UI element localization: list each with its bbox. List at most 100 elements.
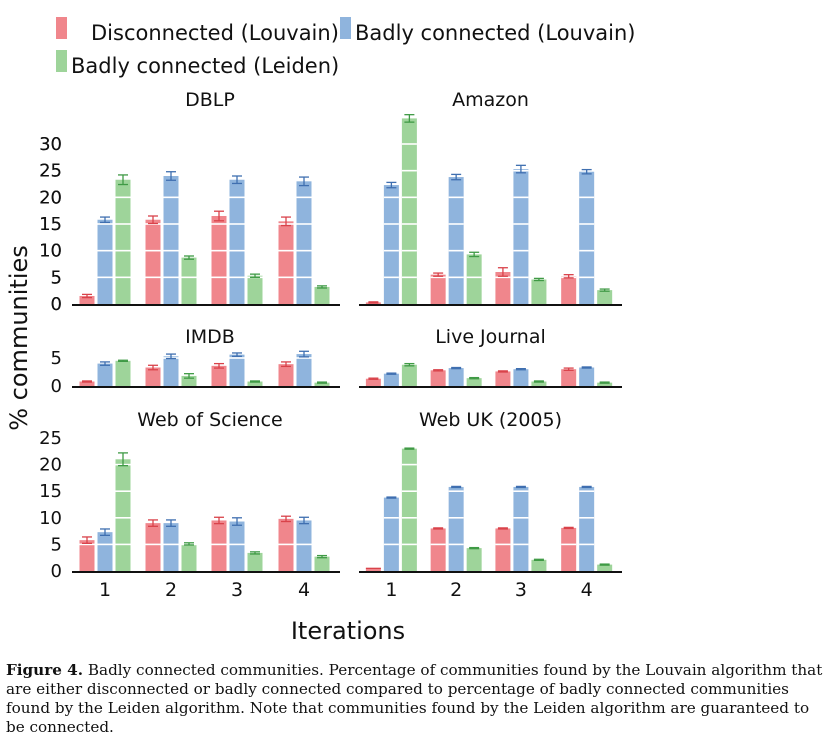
bar (145, 367, 161, 386)
x-tick-label: 1 (99, 579, 111, 601)
y-tick-label: 20 (39, 455, 62, 476)
bar (401, 448, 417, 571)
panel-web-of-science: Web of Science 0 5 10 15 20 25 1 2 3 4 (39, 409, 340, 601)
x-axis-label: Iterations (291, 617, 405, 645)
bar (79, 540, 95, 571)
y-tick-label: 15 (39, 214, 62, 235)
bar (579, 367, 595, 386)
bar (531, 559, 547, 571)
panel-title: DBLP (185, 89, 235, 111)
x-tick-label: 2 (165, 579, 177, 601)
panel-live-journal: Live Journal (359, 326, 622, 388)
bar (466, 548, 482, 571)
bar (145, 523, 161, 571)
y-tick-label: 30 (39, 134, 62, 155)
y-tick-label: 20 (39, 187, 62, 208)
panel-amazon: Amazon 0 5 10 15 20 25 30 (39, 89, 622, 315)
y-tick-label: 0 (51, 294, 62, 315)
bar (495, 272, 511, 304)
bar (401, 118, 417, 305)
y-tick-label: 5 (51, 267, 62, 288)
y-tick-label: 10 (39, 241, 62, 262)
bar (247, 552, 263, 571)
bar (365, 378, 381, 386)
figure-chart: Disconnected (Louvain) Badly connected (L… (5, 17, 636, 645)
legend-label: Disconnected (Louvain) (91, 21, 339, 45)
bar (531, 381, 547, 386)
bar (278, 221, 294, 304)
bar (229, 179, 245, 304)
legend-swatch (56, 50, 67, 72)
y-tick-label: 10 (39, 241, 62, 262)
bar (430, 274, 446, 304)
legend-swatch (56, 17, 67, 39)
bar (181, 257, 197, 304)
bar (97, 532, 113, 571)
panel-title: Amazon (452, 89, 529, 111)
bar (211, 520, 227, 571)
y-tick-label: 20 (39, 187, 62, 208)
bar (495, 371, 511, 386)
bar (579, 171, 595, 304)
bar (597, 382, 613, 386)
bar (145, 219, 161, 304)
bar (97, 219, 113, 304)
bar (211, 216, 227, 304)
bar (296, 354, 312, 386)
x-tick-label: 3 (515, 579, 527, 601)
bar (466, 378, 482, 386)
legend-label: Badly connected (Leiden) (71, 54, 339, 78)
bar (181, 543, 197, 571)
bar (597, 290, 613, 304)
bar (181, 375, 197, 386)
bar (296, 520, 312, 571)
bar (211, 365, 227, 386)
bar (115, 459, 131, 571)
bar (430, 370, 446, 386)
x-tick-label: 1 (385, 579, 397, 601)
bar (448, 486, 464, 571)
bar (513, 169, 529, 304)
bar (401, 364, 417, 386)
panel-dblp: DBLP 0 5 10 15 20 25 30 (39, 89, 340, 315)
bar (561, 276, 577, 304)
bar (495, 528, 511, 571)
bar (561, 527, 577, 571)
figure-caption: Figure 4. Badly connected communities. P… (6, 661, 828, 737)
y-tick-label: 30 (39, 134, 62, 155)
x-tick-label: 3 (231, 579, 243, 601)
bar (278, 364, 294, 386)
bar (115, 360, 131, 386)
bar (597, 564, 613, 571)
legend-label: Badly connected (Louvain) (355, 21, 636, 45)
y-tick-label: 10 (39, 508, 62, 529)
bar (513, 486, 529, 571)
bar (79, 296, 95, 304)
panel-imdb: IMDB 0 5 (51, 326, 340, 397)
panel-title: Web UK (2005) (419, 409, 562, 431)
bar (531, 279, 547, 304)
panel-title: IMDB (185, 326, 235, 348)
bar (314, 286, 330, 304)
bar (229, 521, 245, 571)
bar (579, 486, 595, 571)
caption-label: Figure 4. (6, 661, 84, 679)
bar (163, 523, 179, 571)
bar (466, 254, 482, 304)
bar (383, 373, 399, 386)
y-tick-label: 5 (51, 534, 62, 555)
bar (163, 356, 179, 386)
caption-text: Badly connected communities. Percentage … (6, 661, 823, 736)
bar (448, 368, 464, 386)
bar (561, 369, 577, 386)
bar (383, 185, 399, 304)
bar (229, 354, 245, 386)
x-tick-label: 4 (581, 579, 593, 601)
panel-title: Live Journal (435, 326, 546, 348)
y-tick-label: 5 (51, 348, 62, 369)
y-tick-label: 25 (39, 161, 62, 182)
x-tick-label: 4 (298, 579, 310, 601)
bar (513, 369, 529, 386)
panel-web-uk-2005-: Web UK (2005) 1 2 3 4 (359, 409, 622, 601)
y-tick-label: 25 (39, 428, 62, 449)
